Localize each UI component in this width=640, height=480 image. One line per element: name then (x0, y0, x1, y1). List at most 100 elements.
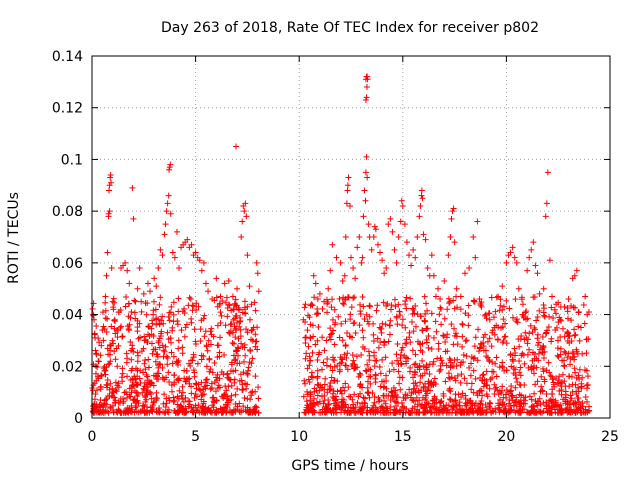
data-point (166, 164, 173, 171)
background-point (160, 320, 167, 327)
background-point (540, 399, 547, 406)
background-point (113, 345, 120, 352)
background-point (557, 345, 564, 352)
data-point (418, 192, 425, 199)
background-point (127, 377, 134, 384)
background-point (531, 325, 538, 332)
data-point (466, 265, 473, 272)
background-point (314, 381, 321, 388)
background-point (215, 382, 222, 389)
data-point (372, 226, 379, 233)
background-point (315, 324, 322, 331)
data-point (361, 187, 368, 194)
background-point (107, 380, 114, 387)
data-point (450, 205, 457, 212)
background-point (123, 293, 130, 300)
background-point (179, 344, 186, 351)
background-point (444, 406, 451, 413)
background-point (351, 361, 358, 368)
background-point (174, 321, 181, 328)
background-point (135, 352, 142, 359)
data-point (325, 285, 332, 292)
background-point (367, 373, 374, 380)
background-point (139, 389, 146, 396)
background-point (324, 389, 331, 396)
data-point (424, 265, 431, 272)
background-point (393, 314, 400, 321)
data-point (246, 283, 253, 290)
background-point (365, 389, 372, 396)
background-point (432, 318, 439, 325)
background-point (444, 306, 451, 313)
data-point (167, 161, 174, 168)
axes: 0 5 10 15 20 25 0 0.02 0.04 0.06 0.08 0.1 0.12 0.14 (52, 49, 619, 445)
background-point (386, 368, 393, 375)
background-point (357, 390, 364, 397)
background-point (497, 302, 504, 309)
background-point (516, 369, 523, 376)
background-point (164, 361, 171, 368)
background-point (487, 376, 494, 383)
background-point (330, 354, 337, 361)
background-point (410, 385, 417, 392)
background-point (423, 399, 430, 406)
background-point (236, 377, 243, 384)
background-point (562, 396, 569, 403)
background-point (207, 341, 214, 348)
background-point (531, 362, 538, 369)
data-point (111, 316, 118, 323)
data-point (478, 303, 485, 310)
background-point (384, 300, 391, 307)
background-point (521, 382, 528, 389)
background-point (412, 302, 419, 309)
background-point (144, 384, 151, 391)
background-point (403, 294, 410, 301)
background-point (556, 406, 563, 413)
background-point (112, 386, 119, 393)
background-point (386, 331, 393, 338)
background-point (188, 390, 195, 397)
background-point (450, 403, 457, 410)
background-point (207, 328, 214, 335)
background-point (582, 406, 589, 413)
data-point (173, 228, 180, 235)
background-point (301, 304, 308, 311)
background-point (183, 321, 190, 328)
background-point (422, 310, 429, 317)
background-point (468, 360, 475, 367)
background-point (124, 391, 131, 398)
background-point (242, 310, 249, 317)
background-point (477, 302, 484, 309)
background-point (170, 353, 177, 360)
background-point (230, 340, 237, 347)
background-point (331, 377, 338, 384)
background-point (164, 329, 171, 336)
data-point (144, 280, 151, 287)
background-point (239, 343, 246, 350)
background-point (128, 347, 135, 354)
background-point (556, 373, 563, 380)
background-point (582, 367, 589, 374)
data-point (166, 166, 173, 173)
background-point (571, 353, 578, 360)
background-point (240, 358, 247, 365)
background-point (512, 349, 519, 356)
background-point (193, 393, 200, 400)
background-point (523, 316, 530, 323)
background-point (419, 357, 426, 364)
data-point (341, 272, 348, 279)
background-point (249, 355, 256, 362)
background-point (96, 339, 103, 346)
background-point (411, 403, 418, 410)
background-point (232, 401, 239, 408)
background-point (479, 372, 486, 379)
background-point (155, 364, 162, 371)
data-point (310, 272, 317, 279)
data-point (513, 259, 520, 266)
background-point (483, 391, 490, 398)
background-point (380, 392, 387, 399)
background-point (503, 297, 510, 304)
background-point (326, 333, 333, 340)
background-point (170, 398, 177, 405)
background-point (424, 307, 431, 314)
